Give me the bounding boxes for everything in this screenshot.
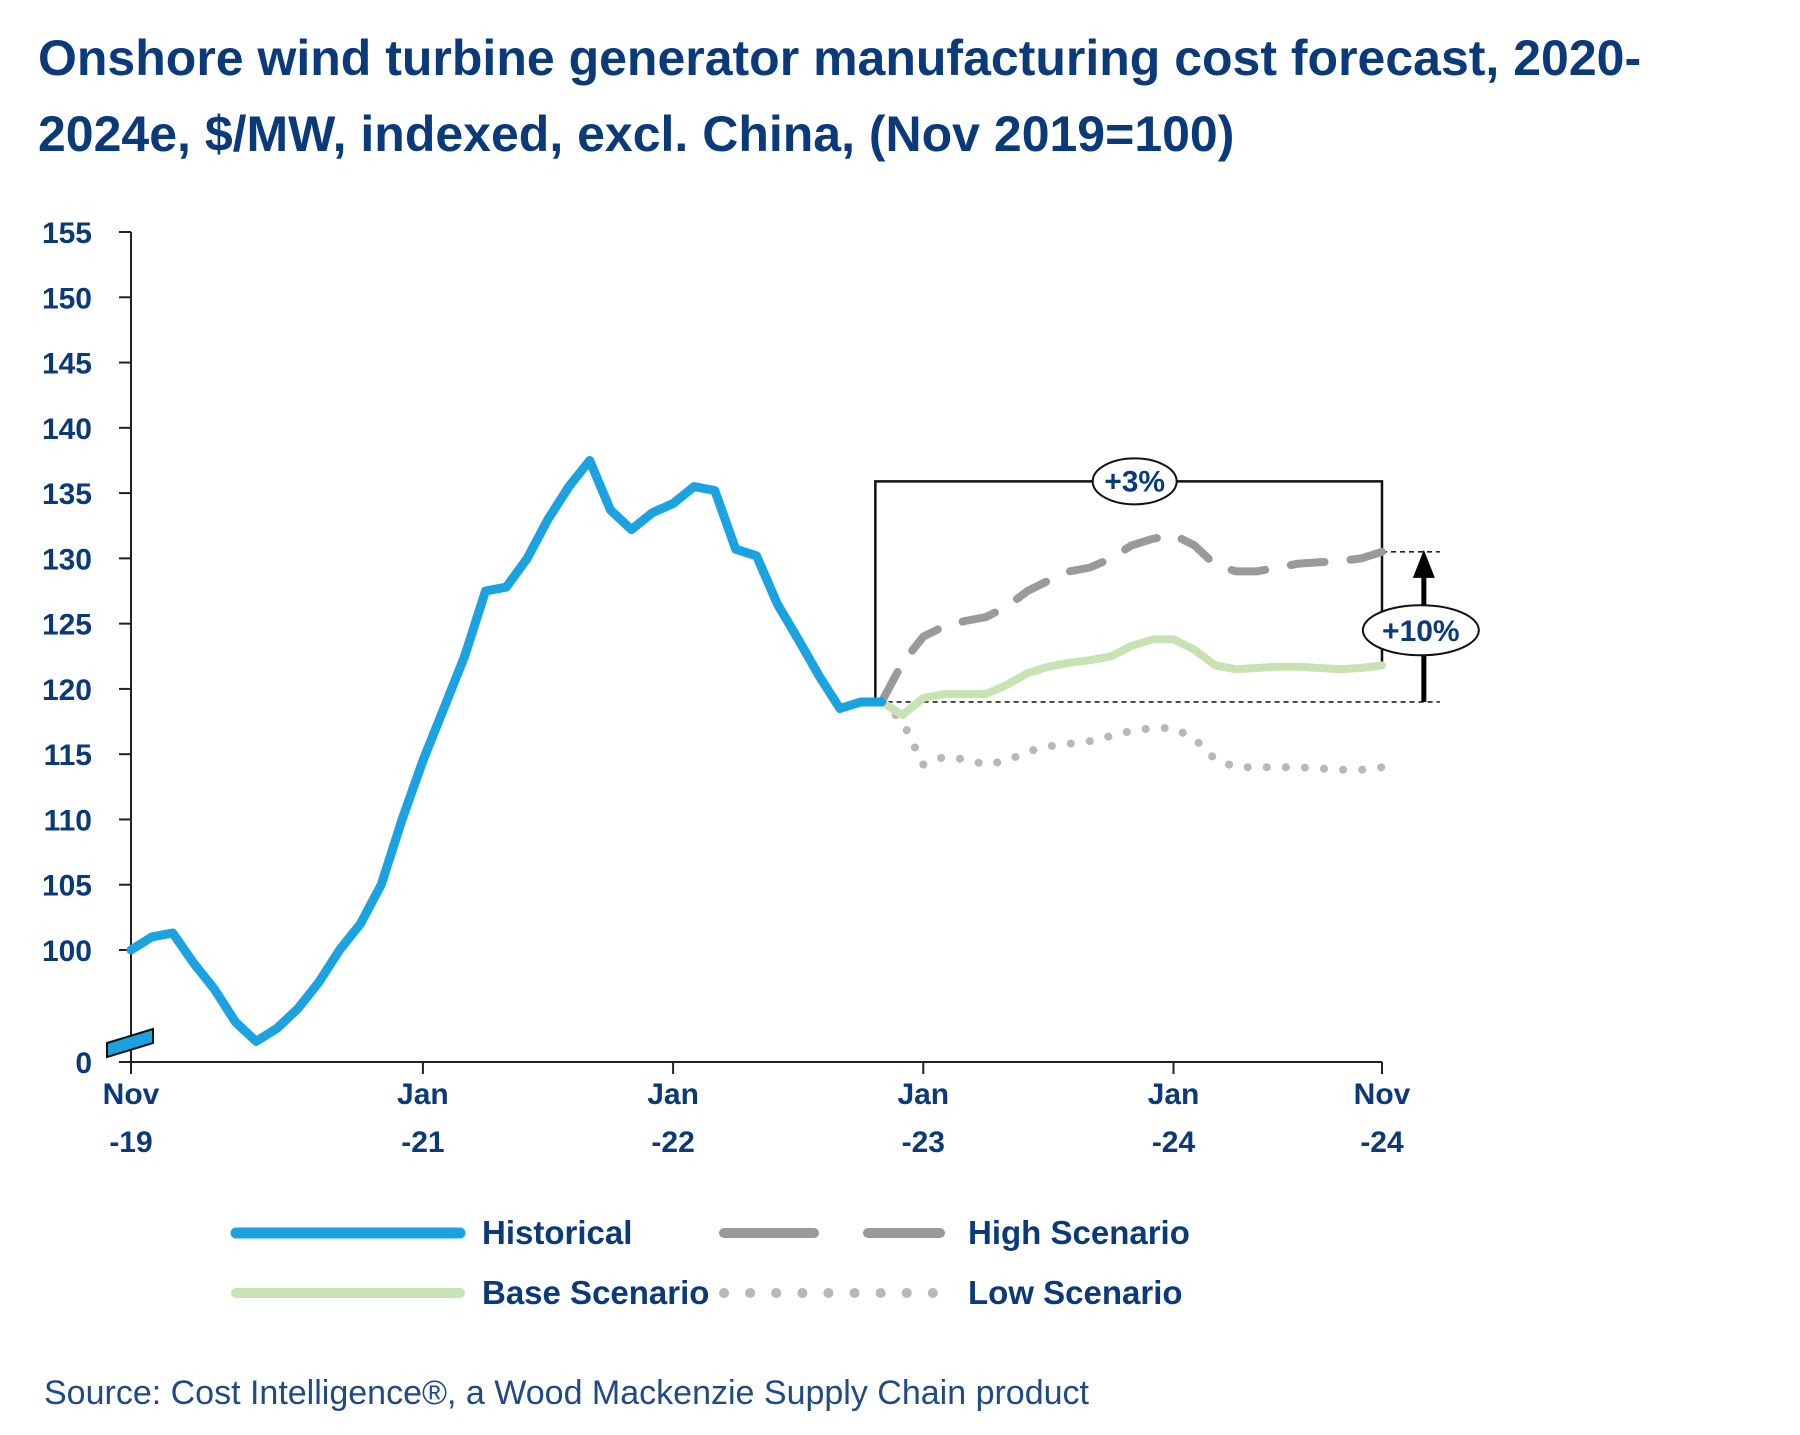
x-tick-label: -24	[1360, 1126, 1404, 1159]
series-low-scenario	[877, 698, 1386, 774]
y-tick-label: 105	[42, 870, 92, 903]
series-base-scenario	[877, 635, 1386, 719]
series-high-scenario	[877, 530, 1386, 706]
chart-axes	[106, 231, 1383, 1074]
x-tick-label: Nov	[1354, 1078, 1411, 1111]
legend-label-low-scenario: Low Scenario	[968, 1274, 1183, 1311]
chart-legend: Historical High Scenario Base Scenario Low …	[230, 1214, 1190, 1311]
y-tick-label: 115	[44, 739, 92, 772]
x-tick-labels: Nov -19 Jan -21 Jan -22 Jan -23 Jan -24 Nov -24	[103, 1078, 1411, 1159]
x-tick-label: Jan	[1148, 1078, 1200, 1111]
y-tick-label: 130	[42, 543, 92, 576]
x-tick-label: -24	[1152, 1126, 1196, 1159]
legend-label-historical: Historical	[482, 1214, 632, 1251]
x-tick-label: Nov	[103, 1078, 160, 1111]
annotation-labels: +3% +10%	[1091, 457, 1480, 657]
legend-label-base-scenario: Base Scenario	[482, 1274, 709, 1311]
y-tick-label: 120	[42, 674, 92, 707]
series-lines	[126, 456, 1386, 1046]
y-tick-label: 110	[44, 804, 92, 837]
y-tick-label: 150	[42, 282, 92, 315]
series-historical	[126, 456, 887, 1046]
x-tick-label: -22	[651, 1126, 694, 1159]
y-tick-label: 155	[42, 217, 92, 250]
y-tick-label: 135	[42, 478, 92, 511]
y-tick-label: 145	[42, 348, 92, 381]
axis-break-marker	[106, 1027, 154, 1059]
chart-title: Onshore wind turbine generator manufactu…	[38, 30, 1642, 162]
plus3-bubble	[1091, 457, 1178, 506]
plus10-label: +10%	[1382, 615, 1460, 648]
x-tick-label: -21	[401, 1126, 444, 1159]
x-tick-label: -23	[902, 1126, 945, 1159]
y-tick-label: 100	[42, 935, 92, 968]
plus3-label: +3%	[1104, 465, 1165, 498]
y-tick-label: 125	[42, 609, 92, 642]
x-tick-label: -19	[109, 1126, 152, 1159]
legend-label-high-scenario: High Scenario	[968, 1214, 1190, 1251]
x-tick-label: Jan	[397, 1078, 449, 1111]
y-tick-label: 0	[75, 1047, 92, 1080]
x-tick-label: Jan	[897, 1078, 949, 1111]
y-tick-labels: 0 100 105 110 115 120 125 130 135 140 145 150 155	[42, 217, 92, 1080]
x-tick-label: Jan	[647, 1078, 699, 1111]
plus10-bubble	[1361, 604, 1480, 657]
arrow-head	[1412, 549, 1435, 578]
source-note: Source: Cost Intelligence®, a Wood Macke…	[44, 1374, 1089, 1412]
y-tick-label: 140	[42, 413, 92, 446]
